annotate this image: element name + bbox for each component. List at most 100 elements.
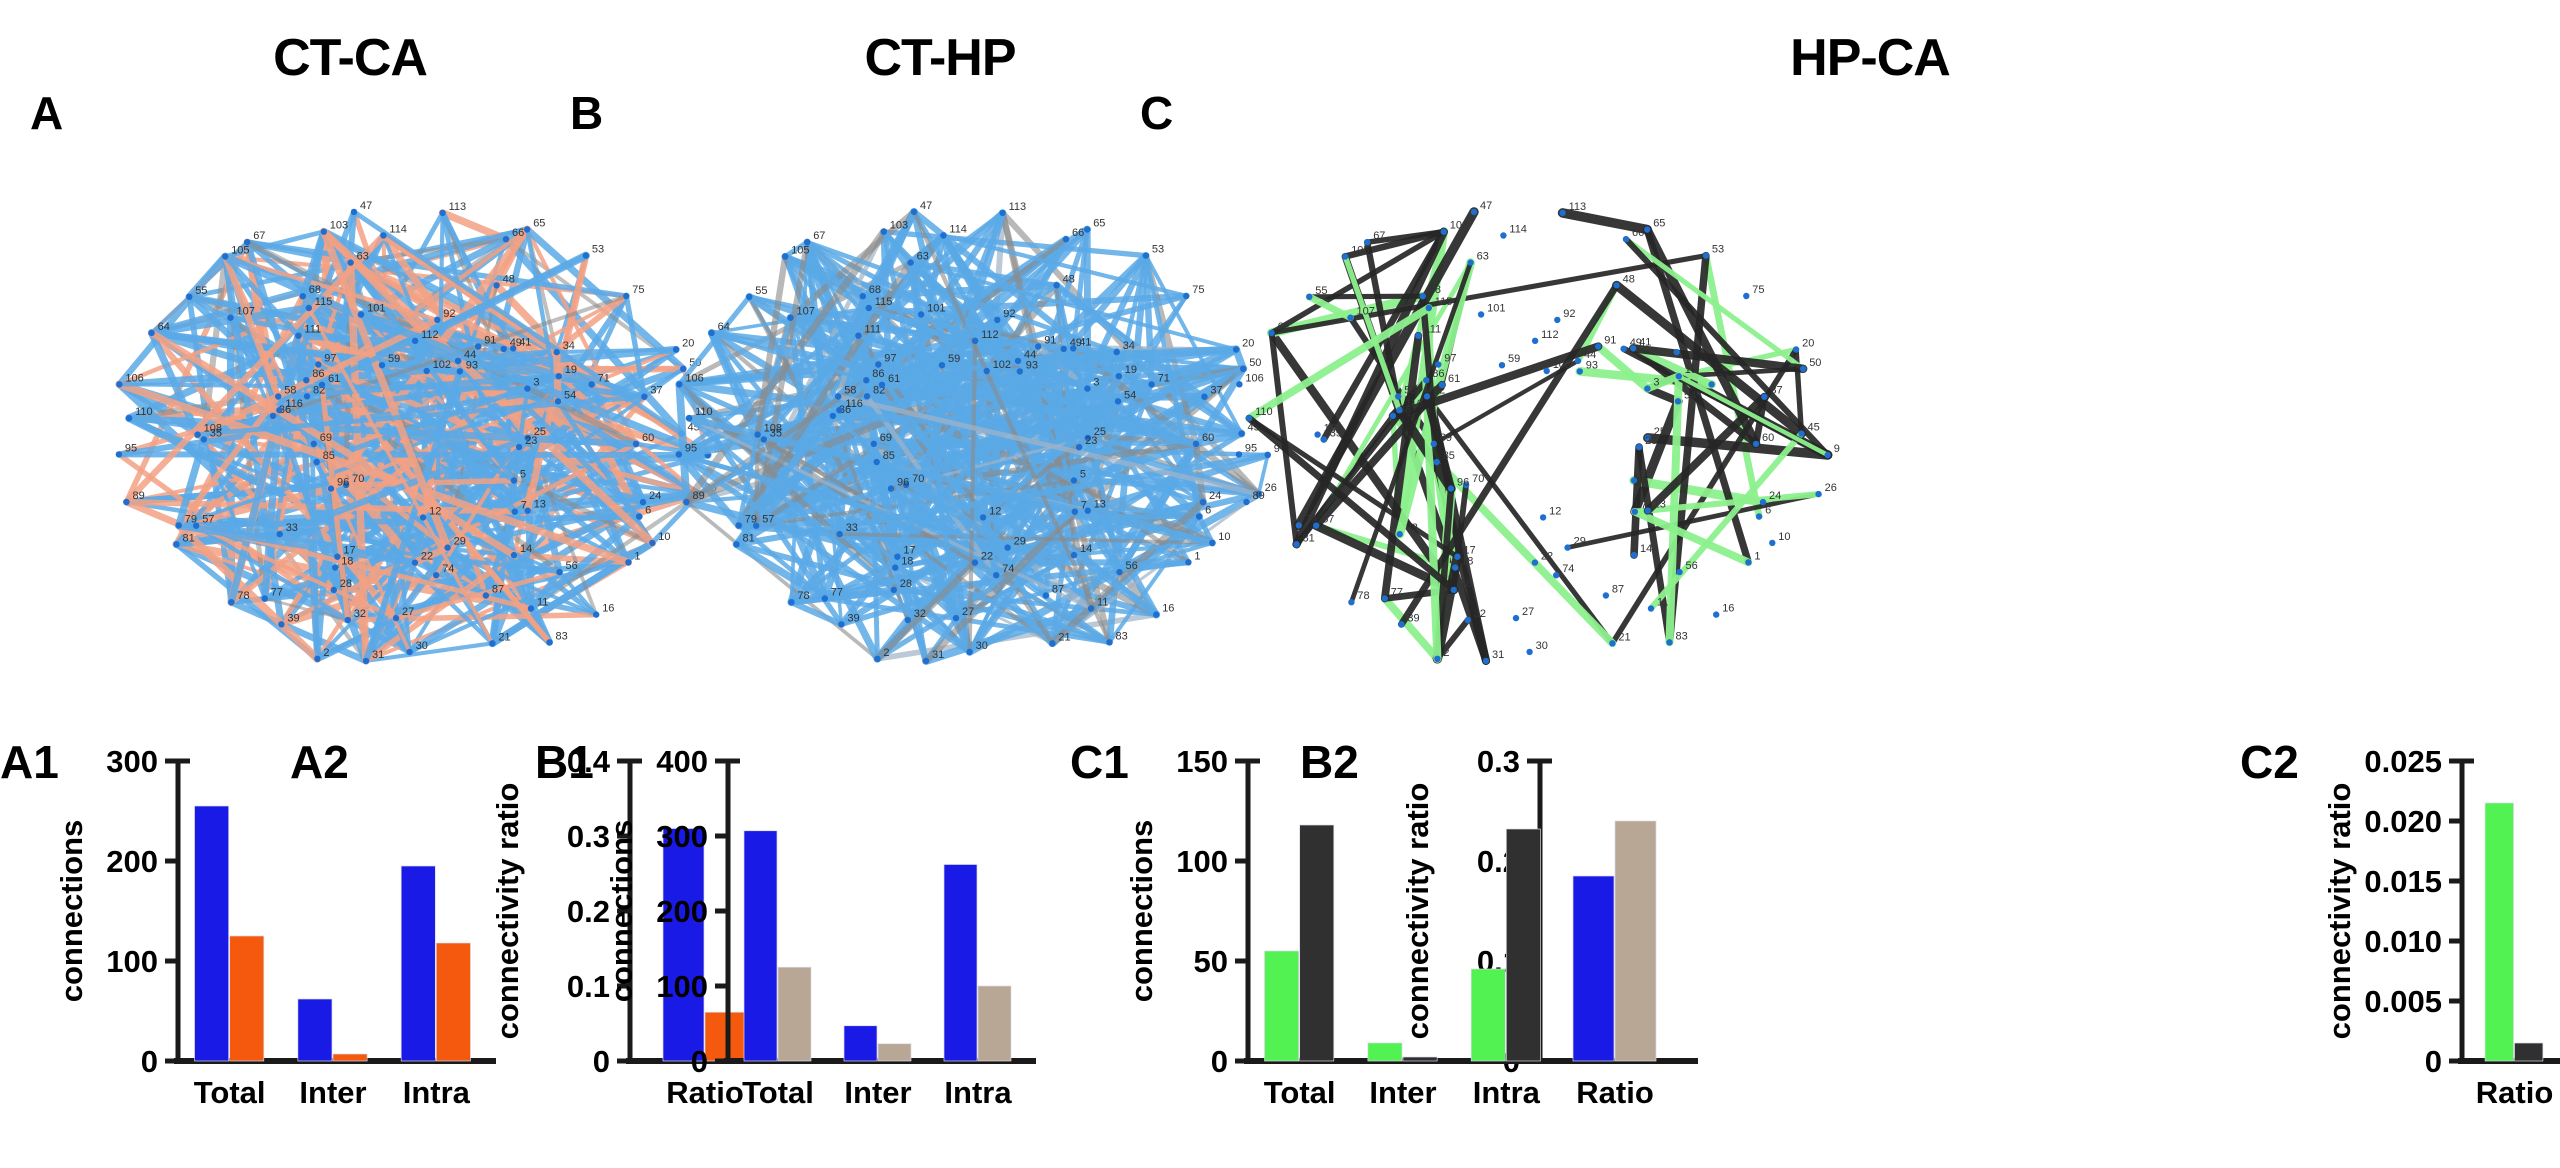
network-node [1185,559,1192,566]
network-node-label: 110 [135,406,153,418]
network-node-label: 33 [1406,522,1418,534]
edge [320,227,452,552]
network-node-label: 66 [1072,227,1084,239]
network-node [1622,236,1630,243]
network-node-label: 6 [1765,505,1771,517]
network-node-label: 25 [1654,426,1666,438]
edge [782,239,810,260]
network-node [444,544,451,551]
network-node-label: 74 [442,563,454,575]
network-node-label: 27 [962,606,974,618]
network-node-label: 68 [869,284,881,296]
edges [1245,207,1833,666]
network-node [1595,343,1602,350]
network-node [350,208,358,216]
network-node [275,393,282,400]
network-node [1364,239,1371,246]
network-node-label: 26 [1825,482,1837,494]
network-node-label: 29 [1574,536,1586,548]
network-node-label: 39 [1407,612,1419,624]
network-node-label: 87 [1612,584,1624,596]
edge [1676,373,1830,458]
network-node [1755,513,1763,520]
network-node [870,440,877,447]
network-node [1347,314,1354,321]
x-category-label: Inter [1369,1075,1436,1110]
network-node [1153,611,1160,618]
network-node-label: 113 [449,201,467,213]
network-node-label: 93 [1026,359,1038,371]
edge [1622,236,1831,459]
network-node-label: 56 [1686,560,1698,572]
network-node [971,337,979,344]
network-node [1035,343,1042,350]
network-node-label: 59 [948,353,960,365]
network-node-label: 77 [1391,587,1403,599]
network-node-label: 91 [1604,335,1616,347]
y-tick-label: 0.3 [1477,744,1520,779]
bar-b2-ratio-ct [1572,875,1615,1062]
bar-b1-total-ct [743,830,778,1062]
network-node-label: 37 [1770,385,1782,397]
network-node [1062,236,1070,243]
edge [222,253,302,339]
network-node [1452,564,1459,571]
network-node-label: 103 [890,220,908,232]
network-node-label: 31 [932,649,944,661]
network-node [1743,292,1750,300]
network-node [685,415,693,422]
network-node-label: 48 [503,273,515,285]
network-node-label: 71 [1158,372,1170,384]
network-node [1564,544,1571,551]
edge [732,540,829,603]
bar-c1-intra-hp [1470,968,1506,1062]
network-node [1395,393,1402,400]
network-node [979,514,987,521]
network-node [330,586,337,594]
network-node-label: 92 [1003,308,1015,320]
network-node [1576,368,1583,375]
network-node [1115,373,1122,380]
y-tick-label: 0.4 [567,744,611,779]
network-node [1201,393,1208,400]
y-axis-title: connections [1130,820,1159,1003]
panel-letter-a: A [30,87,64,139]
network-node-label: 17 [1463,545,1475,557]
y-tick-label: 0.010 [2364,924,2442,959]
network-node [971,559,979,566]
network-node-label: 30 [976,640,988,652]
network-node [310,440,317,447]
network-node-label: 115 [1435,296,1453,308]
network-node-label: 60 [1762,432,1774,444]
network-node [1016,368,1023,375]
bar-b1-inter-ct [843,1025,878,1062]
network-node [1554,316,1561,324]
network-node-label: 29 [1014,536,1026,548]
network-node-label: 31 [1492,649,1504,661]
network-node [423,367,430,375]
y-tick-label: 200 [656,894,708,929]
network-node-label: 86 [872,368,884,380]
y-tick-label: 0.2 [567,894,610,929]
network-node-label: 97 [1444,353,1456,365]
network-node-label: 92 [443,308,455,320]
network-node-label: 96 [1457,477,1469,489]
network-node [1268,329,1275,337]
network-node-label: 105 [791,245,809,257]
network-node [938,362,946,369]
network-node-label: 111 [1424,324,1441,336]
edge [830,413,910,622]
edge [676,452,1010,550]
network-node [555,373,562,380]
network-node-label: 55 [755,285,767,297]
edge [527,512,643,613]
network-node [261,595,268,602]
x-category-label: Ratio [2476,1075,2554,1110]
network-node [940,232,947,239]
network-node-label: 20 [1242,338,1254,350]
edge [623,293,648,400]
edge [315,435,530,661]
edge [788,599,845,628]
network-node-label: 58 [284,385,296,397]
edge [221,253,282,400]
